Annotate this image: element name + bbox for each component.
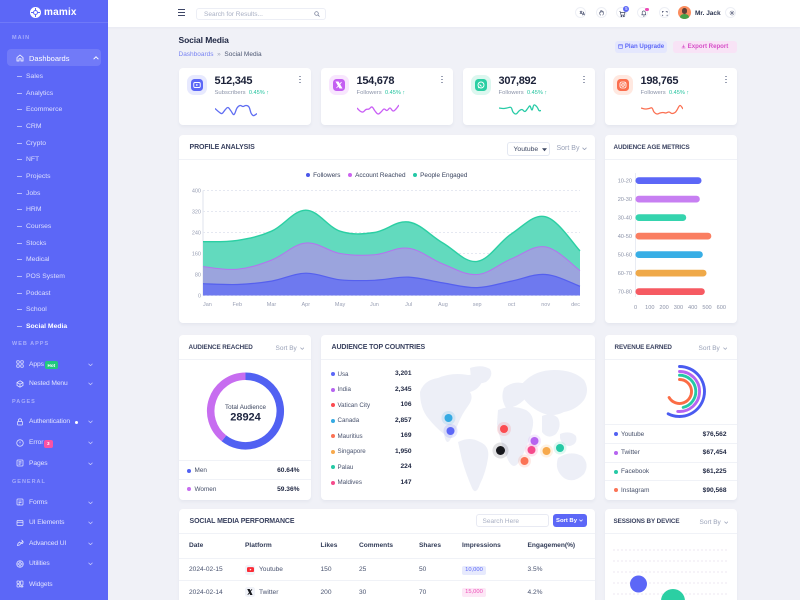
svg-text:0: 0 <box>198 294 201 300</box>
svg-text:Jan: Jan <box>203 302 212 308</box>
svg-text:40-50: 40-50 <box>617 234 631 240</box>
svg-text:Jun: Jun <box>370 302 379 308</box>
svg-text:200: 200 <box>659 305 668 311</box>
svg-text:Mar: Mar <box>267 302 277 308</box>
svg-text:80: 80 <box>195 273 201 279</box>
svg-text:400: 400 <box>192 189 201 195</box>
svg-text:240: 240 <box>192 231 201 237</box>
svg-text:320: 320 <box>192 210 201 216</box>
svg-text:dec: dec <box>571 302 580 308</box>
svg-text:300: 300 <box>673 305 682 311</box>
svg-text:50-60: 50-60 <box>617 253 631 259</box>
svg-text:160: 160 <box>192 252 201 258</box>
svg-text:60-70: 60-70 <box>617 271 631 277</box>
svg-text:70-80: 70-80 <box>617 290 631 296</box>
svg-text:600: 600 <box>716 305 725 311</box>
svg-text:Jul: Jul <box>405 302 412 308</box>
svg-text:30-40: 30-40 <box>617 216 631 222</box>
svg-text:100: 100 <box>645 305 654 311</box>
svg-text:Apr: Apr <box>302 302 311 308</box>
svg-text:oct: oct <box>508 302 516 308</box>
svg-text:10-20: 10-20 <box>617 179 631 185</box>
svg-text:Total Audience: Total Audience <box>225 404 266 411</box>
svg-text:Aug: Aug <box>438 302 448 308</box>
svg-text:nov: nov <box>541 302 550 308</box>
svg-text:sep: sep <box>473 302 482 308</box>
svg-text:Feb: Feb <box>233 302 242 308</box>
svg-text:20-30: 20-30 <box>617 197 631 203</box>
svg-text:0: 0 <box>633 305 636 311</box>
svg-text:500: 500 <box>702 305 711 311</box>
svg-text:28924: 28924 <box>230 412 261 424</box>
svg-text:May: May <box>335 302 346 308</box>
svg-text:400: 400 <box>688 305 697 311</box>
